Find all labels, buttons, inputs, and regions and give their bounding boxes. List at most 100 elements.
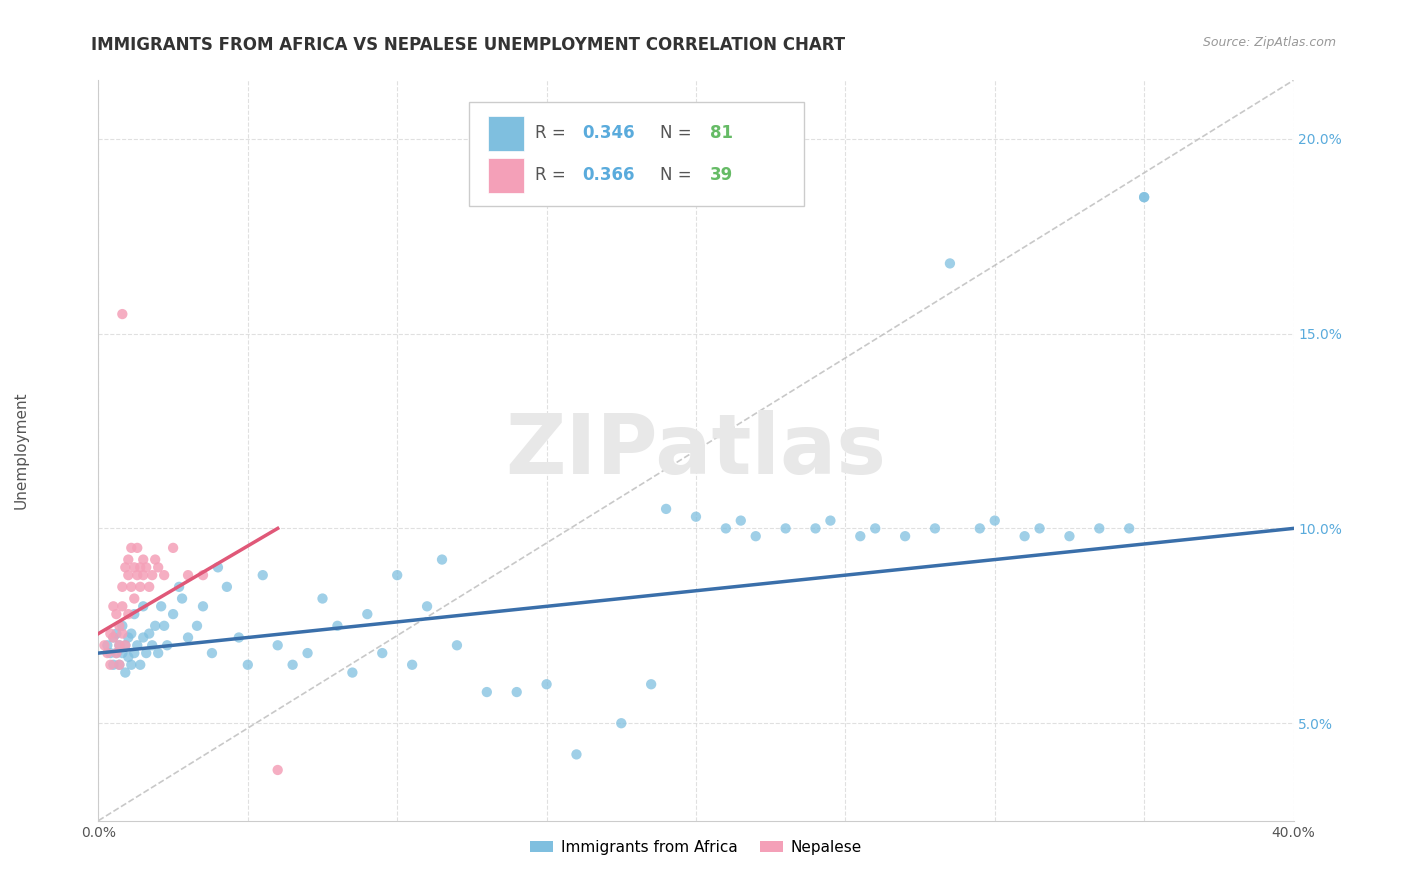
Point [111,619,134,633]
Point [124,646,146,660]
Point [98,657,122,672]
Point [281,657,304,672]
Point [446,638,468,652]
Point [191,599,214,614]
Point [93,638,115,652]
Point [114,638,136,652]
Point [111,580,134,594]
Point [201,646,224,660]
Point [96,638,118,652]
Point [984,514,1007,528]
Point [342,665,364,680]
Point [96,646,118,660]
Point [138,626,160,640]
Point [297,646,319,660]
Point [127,541,149,555]
Point [103,599,125,614]
Point [207,560,229,574]
Point [311,591,333,606]
Point [1014,529,1036,543]
Point [132,568,155,582]
Text: N =: N = [661,167,697,185]
Text: Source: ZipAtlas.com: Source: ZipAtlas.com [1202,36,1336,49]
Point [475,685,498,699]
Point [143,619,166,633]
Point [114,665,136,680]
Point [148,646,170,660]
Point [939,256,962,270]
Point [148,560,170,574]
Point [111,307,134,321]
Point [172,591,194,606]
Point [714,521,737,535]
Point [153,568,176,582]
Point [108,619,131,633]
Point [536,677,558,691]
Point [108,657,131,672]
Point [894,529,917,543]
Point [969,521,991,535]
Point [108,657,131,672]
Point [267,763,290,777]
Point [124,591,146,606]
Point [105,607,128,621]
FancyBboxPatch shape [488,116,524,151]
Point [108,638,131,652]
Point [167,580,190,594]
Point [120,580,142,594]
Point [108,638,131,652]
Point [924,521,946,535]
Point [745,529,768,543]
Text: 0.366: 0.366 [582,167,636,185]
Point [191,568,214,582]
Point [1028,521,1050,535]
Point [655,502,678,516]
Point [111,646,134,660]
Point [385,568,409,582]
Point [326,619,349,633]
Point [150,599,173,614]
Point [117,552,139,566]
Point [127,638,149,652]
Point [1133,190,1156,204]
Point [129,560,152,574]
Text: IMMIGRANTS FROM AFRICA VS NEPALESE UNEMPLOYMENT CORRELATION CHART: IMMIGRANTS FROM AFRICA VS NEPALESE UNEMP… [91,36,845,54]
Point [162,541,184,555]
FancyBboxPatch shape [488,158,524,193]
Point [98,626,122,640]
Point [849,529,872,543]
Point [120,657,142,672]
Point [685,509,707,524]
Point [1059,529,1081,543]
Text: R =: R = [534,124,571,142]
Point [103,631,125,645]
Point [120,541,142,555]
Text: ZIPatlas: ZIPatlas [506,410,886,491]
Point [236,657,259,672]
Point [228,631,250,645]
Point [129,580,152,594]
Point [105,646,128,660]
Point [103,631,125,645]
Point [117,650,139,665]
Point [141,568,163,582]
Point [401,657,423,672]
Text: N =: N = [661,124,697,142]
Legend: Immigrants from Africa, Nepalese: Immigrants from Africa, Nepalese [524,834,868,861]
Y-axis label: Unemployment: Unemployment [14,392,30,509]
Point [98,646,122,660]
Point [775,521,797,535]
Point [865,521,887,535]
Point [153,619,176,633]
Point [1133,190,1156,204]
Text: R =: R = [534,167,571,185]
Point [565,747,588,762]
Point [371,646,394,660]
Point [1088,521,1111,535]
Point [124,607,146,621]
FancyBboxPatch shape [470,103,804,206]
Point [105,626,128,640]
Point [114,560,136,574]
Point [138,580,160,594]
Point [117,568,139,582]
